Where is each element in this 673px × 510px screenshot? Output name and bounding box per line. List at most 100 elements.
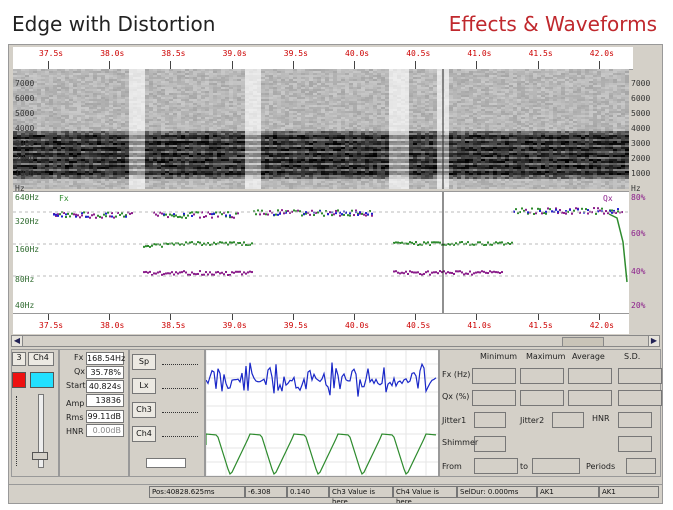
spectrogram-cell bbox=[93, 105, 97, 107]
spectrogram-cell bbox=[129, 77, 133, 79]
spectrogram-cell bbox=[609, 71, 613, 73]
spectrogram-cell bbox=[277, 95, 281, 97]
spectrogram-cell bbox=[489, 131, 493, 133]
spectrogram-cell bbox=[565, 121, 569, 123]
spectrogram[interactable] bbox=[13, 69, 629, 189]
spectrogram-cell bbox=[197, 83, 201, 85]
spectrogram-cell bbox=[201, 131, 205, 133]
spectrogram-cell bbox=[293, 105, 297, 107]
spectrogram-cell bbox=[129, 89, 133, 91]
spectrogram-cell bbox=[605, 87, 609, 89]
spectrogram-cell bbox=[209, 105, 213, 107]
spectrogram-cell bbox=[401, 119, 405, 121]
spectrogram-cell bbox=[117, 69, 121, 71]
spectrogram-cell bbox=[541, 131, 545, 133]
spectrogram-cell bbox=[313, 107, 317, 109]
spectrogram-cell bbox=[273, 71, 277, 73]
spectrogram-cell bbox=[453, 101, 457, 103]
spectrogram-cell bbox=[533, 121, 537, 123]
spectrogram-cell bbox=[573, 77, 577, 79]
spectrogram-cell bbox=[321, 99, 325, 101]
spectrogram-cell bbox=[117, 111, 121, 113]
page-title: Edge with Distortion bbox=[12, 12, 216, 36]
spectrogram-cell bbox=[321, 69, 325, 71]
spectrogram-cell bbox=[541, 73, 545, 75]
spectrogram-cell bbox=[581, 111, 585, 113]
spectrogram-cell bbox=[313, 71, 317, 73]
spectrogram-cell bbox=[533, 117, 537, 119]
spectrogram-cell bbox=[297, 105, 301, 107]
spectrogram-cell bbox=[509, 117, 513, 119]
spectrogram-cell bbox=[13, 79, 17, 81]
spectrogram-cell bbox=[189, 113, 193, 115]
spectrogram-cell bbox=[449, 115, 453, 117]
spectrogram-cell bbox=[169, 93, 173, 95]
spectrogram-cell bbox=[421, 125, 425, 127]
spectrogram-cell bbox=[609, 85, 613, 87]
spectrogram-cell bbox=[349, 121, 353, 123]
spectrogram-cell bbox=[457, 87, 461, 89]
spectrogram-cell bbox=[149, 81, 153, 83]
spectrogram-cell bbox=[341, 117, 345, 119]
spectrogram-cell bbox=[61, 93, 65, 95]
spectrogram-cell bbox=[517, 71, 521, 73]
spectrogram-cell bbox=[313, 95, 317, 97]
spectrogram-cell bbox=[233, 91, 237, 93]
spectrogram-cell bbox=[289, 107, 293, 109]
spectrogram-cell bbox=[413, 129, 417, 131]
spectrogram-cell bbox=[81, 73, 85, 75]
spectrogram-cell bbox=[605, 99, 609, 101]
spectrogram-cell bbox=[69, 111, 73, 113]
top-tick-mark bbox=[598, 61, 600, 69]
spectrogram-cell bbox=[553, 89, 557, 91]
spectrogram-cell bbox=[325, 111, 329, 113]
spectrogram-cell bbox=[213, 117, 217, 119]
spectrogram-cell bbox=[185, 127, 189, 129]
spectrogram-cell bbox=[93, 89, 97, 91]
spectrogram-cell bbox=[537, 79, 541, 81]
spectrogram-cell bbox=[549, 89, 553, 91]
spectrogram-cell bbox=[437, 129, 441, 131]
spectrogram-cell bbox=[301, 93, 305, 95]
spectrogram-cell bbox=[565, 127, 569, 129]
spectrogram-cell bbox=[277, 103, 281, 105]
spectrogram-cell bbox=[121, 73, 125, 75]
spectrogram-cell bbox=[173, 109, 177, 111]
spectrogram-cell bbox=[157, 103, 161, 105]
spectrogram-cell bbox=[57, 87, 61, 89]
spectrogram-cell bbox=[249, 109, 253, 111]
spectrogram-cell bbox=[401, 95, 405, 97]
spectrogram-cell bbox=[501, 73, 505, 75]
spectrogram-cell bbox=[277, 107, 281, 109]
spectrogram-cell bbox=[65, 101, 69, 103]
spectrogram-cell bbox=[357, 73, 361, 75]
spectrogram-cell bbox=[569, 105, 573, 107]
spectrogram-cell bbox=[489, 85, 493, 87]
spectrogram-cell bbox=[169, 119, 173, 121]
spectrogram-cell bbox=[429, 109, 433, 111]
spectrogram-cell bbox=[573, 89, 577, 91]
spectrogram-cell bbox=[293, 87, 297, 89]
top-tick-label: 42.0s bbox=[589, 49, 614, 58]
spectrogram-cell bbox=[493, 95, 497, 97]
spectrogram-cell bbox=[221, 121, 225, 123]
spectrogram-cell bbox=[341, 111, 345, 113]
spectrogram-cell bbox=[249, 131, 253, 133]
spectrogram-cell bbox=[373, 75, 377, 77]
spectrogram-cell bbox=[521, 103, 525, 105]
spectrogram-cell bbox=[621, 71, 625, 73]
spectrogram-cell bbox=[601, 131, 605, 133]
spectrogram-cell bbox=[489, 99, 493, 101]
spectrogram-cell bbox=[29, 105, 33, 107]
spectrogram-cell bbox=[377, 109, 381, 111]
spectrogram-cell bbox=[421, 105, 425, 107]
spectrogram-cell bbox=[385, 123, 389, 125]
spectrogram-cell bbox=[301, 125, 305, 127]
spectrogram-cell bbox=[65, 123, 69, 125]
spectrogram-cell bbox=[549, 75, 553, 77]
spectrogram-cell bbox=[45, 83, 49, 85]
spectrogram-cell bbox=[377, 85, 381, 87]
spectrogram-cell bbox=[477, 127, 481, 129]
spectrogram-cell bbox=[193, 97, 197, 99]
spectrogram-cell bbox=[301, 111, 305, 113]
